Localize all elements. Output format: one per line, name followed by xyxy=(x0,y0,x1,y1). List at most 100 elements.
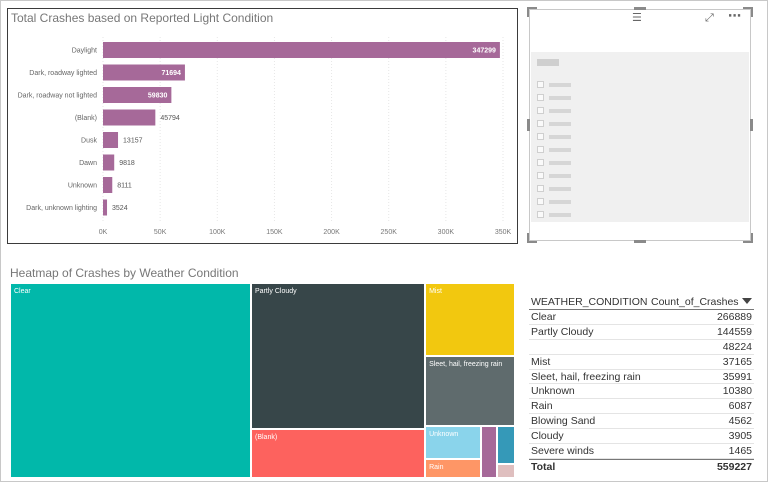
slicer-row-placeholder[interactable] xyxy=(537,211,597,219)
treemap-tile[interactable]: (Blank) xyxy=(251,429,426,478)
resize-handle-right[interactable] xyxy=(750,119,753,131)
treemap-tile[interactable] xyxy=(481,426,497,478)
resize-corner-top-left[interactable] xyxy=(527,7,537,17)
treemap-tile-label: (Blank) xyxy=(255,434,278,442)
table-row[interactable]: Cloudy 3905 xyxy=(529,429,754,445)
checkbox-icon xyxy=(537,107,544,114)
bar-value-label: 71694 xyxy=(161,70,181,77)
table-row[interactable]: Blowing Sand 4562 xyxy=(529,414,754,430)
treemap-tile[interactable]: Partly Cloudy xyxy=(251,283,426,430)
slicer-row-line xyxy=(549,83,571,87)
slicer-row-line xyxy=(549,96,571,100)
bar[interactable] xyxy=(103,42,500,58)
category-label: Dusk xyxy=(81,138,97,145)
column-header-weather-condition[interactable]: WEATHER_CONDITION xyxy=(531,296,648,308)
weather-condition-cell: Cloudy xyxy=(531,430,564,443)
weather-condition-cell: Blowing Sand xyxy=(531,415,596,428)
treemap-tile[interactable] xyxy=(496,463,515,478)
slicer-row-line xyxy=(549,174,571,178)
crash-count-cell: 10380 xyxy=(722,385,752,398)
bar-value-label: 3524 xyxy=(112,205,128,212)
slicer-row-line xyxy=(549,187,571,191)
x-tick-label: 0K xyxy=(99,229,108,236)
checkbox-icon xyxy=(537,185,544,192)
bar[interactable] xyxy=(103,64,185,81)
column-header-count-of-crashes[interactable]: Count_of_Crashes xyxy=(651,296,739,308)
table-row[interactable]: Sleet, hail, freezing rain 35991 xyxy=(529,370,754,385)
checkbox-icon xyxy=(537,120,544,127)
weather-condition-cell: Unknown xyxy=(531,385,575,398)
category-label: Dark, roadway not lighted xyxy=(18,93,97,100)
crash-count-cell: 6087 xyxy=(728,400,752,413)
slicer-row-placeholder[interactable] xyxy=(537,172,597,180)
bar-chart-title: Total Crashes based on Reported Light Co… xyxy=(11,11,274,25)
resize-handle-top[interactable] xyxy=(634,7,646,10)
treemap-tile[interactable]: Mist xyxy=(425,283,515,356)
slicer-row-placeholder[interactable] xyxy=(537,94,597,102)
checkbox-icon xyxy=(537,133,544,140)
bar[interactable] xyxy=(103,154,115,171)
table-row[interactable]: 48224 xyxy=(529,340,754,355)
drag-handle-icon[interactable]: ☰ xyxy=(632,11,642,24)
resize-corner-bottom-right[interactable] xyxy=(743,233,753,243)
treemap-tile-label: Rain xyxy=(429,463,444,471)
resize-handle-left[interactable] xyxy=(527,119,530,131)
treemap-tile[interactable]: Clear xyxy=(10,283,251,478)
slicer-placeholder-body xyxy=(531,52,749,222)
bar[interactable] xyxy=(103,87,172,103)
weather-condition-cell: Rain xyxy=(531,400,553,413)
weather-table[interactable]: WEATHER_CONDITION Count_of_Crashes Clear… xyxy=(529,294,754,475)
bar[interactable] xyxy=(103,199,108,216)
category-label: Unknown xyxy=(68,183,97,190)
bar[interactable] xyxy=(103,109,156,126)
resize-corner-top-right[interactable] xyxy=(743,7,753,17)
bar-value-label: 59830 xyxy=(148,93,168,100)
bar[interactable] xyxy=(103,132,119,148)
table-row[interactable]: Partly Cloudy 144559 xyxy=(529,325,754,340)
slicer-row-placeholder[interactable] xyxy=(537,159,597,167)
table-total-row: Total 559227 xyxy=(529,458,754,475)
bar[interactable] xyxy=(103,177,113,193)
treemap-tile-label: Partly Cloudy xyxy=(255,288,297,295)
slicer-row-line xyxy=(549,213,571,217)
slicer-row-placeholder[interactable] xyxy=(537,133,597,141)
slicer-row-placeholder[interactable] xyxy=(537,81,597,89)
category-label: (Blank) xyxy=(75,115,97,122)
slicer-row-placeholder[interactable] xyxy=(537,185,597,193)
weather-condition-cell: Sleet, hail, freezing rain xyxy=(531,370,641,383)
crash-count-cell: 35991 xyxy=(722,370,752,383)
treemap-tile-label: Mist xyxy=(429,288,442,295)
slicer-row-line xyxy=(549,161,571,165)
crash-count-cell: 4562 xyxy=(728,415,752,428)
category-label: Dark, roadway lighted xyxy=(29,70,97,77)
treemap-tile-label: Clear xyxy=(14,288,31,295)
sort-descending-icon[interactable] xyxy=(742,298,752,304)
treemap-tile[interactable] xyxy=(496,426,515,464)
crash-count-cell: 37165 xyxy=(722,355,752,368)
resize-corner-bottom-left[interactable] xyxy=(527,233,537,243)
focus-mode-icon[interactable]: ⤢ xyxy=(705,11,714,24)
table-row[interactable]: Rain 6087 xyxy=(529,399,754,415)
treemap-tile[interactable]: Unknown xyxy=(425,426,482,459)
bar-chart-visual[interactable]: Total Crashes based on Reported Light Co… xyxy=(7,8,518,244)
checkbox-icon xyxy=(537,198,544,205)
bar-value-label: 347299 xyxy=(473,48,496,55)
slicer-row-placeholder[interactable] xyxy=(537,107,597,115)
treemap-tile[interactable]: Rain xyxy=(425,458,482,478)
table-row[interactable]: Mist 37165 xyxy=(529,355,754,370)
weather-condition-cell: Clear xyxy=(531,311,557,323)
table-row[interactable]: Unknown 10380 xyxy=(529,384,754,400)
treemap-tile[interactable]: Sleet, hail, freezing rain xyxy=(425,355,515,427)
resize-handle-bottom[interactable] xyxy=(634,240,646,243)
slicer-row-placeholder[interactable] xyxy=(537,146,597,154)
slicer-row-placeholder[interactable] xyxy=(537,198,597,206)
bar-value-label: 13157 xyxy=(123,138,143,145)
table-row[interactable]: Severe winds 1465 xyxy=(529,444,754,459)
checkbox-icon xyxy=(537,81,544,88)
slicer-row-placeholder[interactable] xyxy=(537,120,597,128)
more-options-icon[interactable]: ⋯ xyxy=(728,9,741,24)
slicer-visual[interactable]: ☰ ⤢ ⋯ xyxy=(527,7,753,243)
slicer-row-line xyxy=(549,200,571,204)
table-row[interactable]: Clear 266889 xyxy=(529,310,754,325)
checkbox-icon xyxy=(537,94,544,101)
